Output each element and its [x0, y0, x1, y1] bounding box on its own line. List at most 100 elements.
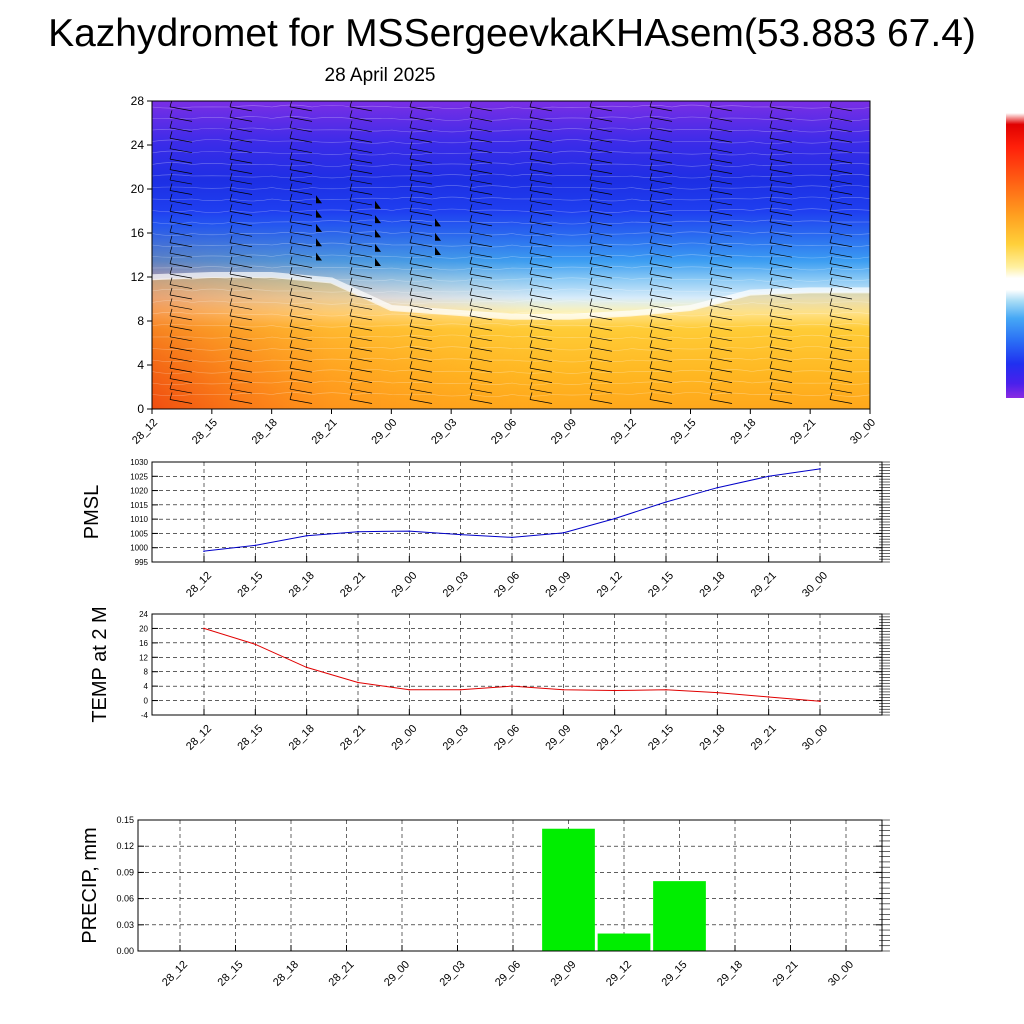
wind-barb: [649, 273, 673, 279]
wind-barb-flag: [169, 246, 173, 254]
wind-barb: [289, 117, 313, 122]
wind-barb: [409, 148, 433, 154]
wind-barb: [469, 211, 493, 216]
wind-barb: [409, 294, 433, 300]
wind-barb: [289, 378, 313, 383]
wind-barb-flag: [769, 110, 773, 118]
wind-barb-flag: [529, 256, 533, 264]
wind-barb-flag: [529, 162, 533, 170]
wind-barb-flag: [649, 329, 653, 337]
wind-barb: [829, 148, 853, 154]
wind-barb-flag: [829, 183, 833, 191]
y-tick-label: 24: [131, 138, 145, 152]
wind-barb: [469, 200, 493, 206]
wind-barb: [709, 294, 733, 300]
wind-barb: [229, 200, 253, 206]
wind-barb-flag: [469, 340, 473, 348]
wind-barb-flag: [829, 381, 833, 390]
wind-barb-flag: [709, 172, 713, 181]
wind-barb-flag: [829, 371, 833, 379]
wind-barb: [769, 190, 793, 195]
wind-barb: [709, 169, 733, 174]
y-tick-label: 28: [131, 94, 145, 108]
y-axis-label: PRECIP, mm: [79, 827, 101, 943]
wind-barb: [349, 117, 373, 122]
wind-barb-flag: [589, 183, 593, 191]
x-tick-label: 29_00: [382, 959, 412, 989]
wind-barb: [649, 200, 673, 206]
wind-barb-flag: [829, 361, 833, 369]
y-tick-label: 0.12: [116, 841, 134, 851]
wind-barb: [529, 315, 553, 321]
wind-barb: [769, 326, 793, 331]
wind-barb-flag: [349, 141, 353, 149]
wind-barb-flag: [709, 381, 713, 390]
wind-barb: [169, 200, 193, 206]
wind-barb-flag: [529, 193, 533, 202]
wind-barb: [169, 315, 193, 321]
wind-barb: [589, 346, 613, 352]
wind-barb: [649, 179, 673, 185]
cross-section-warm-area: [152, 101, 870, 409]
wind-barb: [409, 378, 433, 383]
wind-barb-flag: [349, 152, 353, 160]
y-tick-label: 0.00: [116, 946, 134, 956]
x-tick-label: 29_03: [441, 570, 471, 600]
data-point: [254, 643, 257, 646]
wind-barb-flag: [829, 267, 833, 275]
wind-barb: [649, 242, 673, 248]
wind-barb: [349, 148, 373, 154]
wind-barb-flag: [349, 120, 353, 128]
wind-barb: [289, 326, 313, 331]
wind-barb: [589, 148, 613, 154]
wind-barb: [649, 127, 673, 133]
wind-barb-flag: [649, 193, 653, 202]
x-tick-label: 29_15: [646, 570, 676, 600]
wind-barb-flag: [529, 340, 533, 348]
x-tick-label: 28_12: [130, 417, 160, 447]
wind-barb: [589, 263, 613, 268]
data-point: [819, 468, 821, 470]
wind-barb-flag: [289, 141, 293, 149]
x-tick-label: 29_06: [492, 723, 522, 753]
wind-barb: [529, 211, 553, 216]
wind-barb: [769, 127, 793, 133]
wind-barb-flag: [529, 225, 533, 233]
wind-barb: [229, 294, 253, 300]
wind-barb: [709, 137, 733, 143]
wind-barb-flag: [169, 225, 173, 233]
y-tick-label: 1015: [130, 501, 148, 510]
wind-barb-flag: [709, 340, 713, 348]
x-tick-label: 29_18: [728, 417, 758, 447]
wind-barb-flag: [409, 371, 413, 379]
y-tick-label: 0: [137, 402, 144, 416]
wind-barb: [769, 367, 793, 373]
page-subtitle: 28 April 2025: [324, 65, 436, 86]
page-title: Kazhydromet for MSSergeevkaKHAsem(53.883…: [48, 12, 976, 55]
wind-barb-flag: [829, 120, 833, 128]
wind-barb-flag: [469, 329, 473, 337]
wind-barb-flag: [469, 350, 473, 358]
wind-barb: [589, 106, 613, 112]
wind-barb-flag: [769, 162, 773, 170]
contour-line: [152, 392, 870, 397]
wind-barb-flag: [829, 246, 833, 254]
y-tick-label: 1020: [130, 487, 148, 496]
wind-barb-flag: [229, 329, 233, 337]
wind-barb: [349, 242, 373, 248]
wind-barb: [349, 357, 373, 363]
contour-line: [152, 334, 870, 340]
contour-line: [152, 231, 870, 236]
wind-barb: [409, 326, 433, 331]
wind-barb: [649, 169, 673, 174]
y-tick-label: 0.09: [116, 867, 134, 877]
wind-barb: [709, 263, 733, 268]
wind-barb-flag: [589, 361, 593, 369]
wind-barb-flag: [649, 204, 653, 212]
wind-barb: [529, 367, 553, 373]
wind-barb: [829, 117, 853, 122]
wind-barb-flag: [769, 267, 773, 275]
wind-barb: [529, 200, 553, 206]
wind-barb: [289, 357, 313, 363]
wind-barb: [769, 137, 793, 143]
